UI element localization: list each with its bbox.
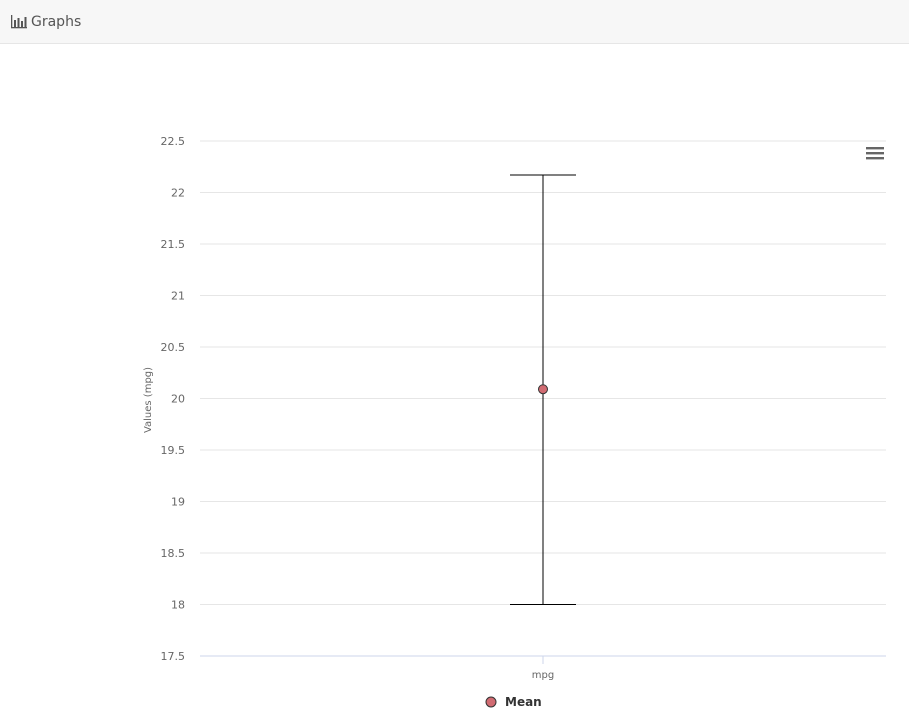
legend[interactable]: Mean <box>485 695 542 709</box>
y-axis-label: Values (mpg) <box>143 367 154 433</box>
y-tick-label: 20 <box>171 393 185 406</box>
y-tick-label: 22.5 <box>161 135 186 148</box>
hamburger-menu-icon[interactable] <box>862 141 888 165</box>
y-axis: 17.5 18 18.5 19 19.5 20 20.5 21 21.5 22 22.5 <box>161 135 186 663</box>
mean-point[interactable] <box>538 384 548 395</box>
panel-header: Graphs <box>0 0 909 44</box>
y-tick-label: 22 <box>171 187 185 200</box>
y-tick-label: 20.5 <box>161 341 186 354</box>
y-tick-label: 18 <box>171 599 185 612</box>
bar-chart-icon <box>11 14 27 28</box>
y-tick-label: 19.5 <box>161 444 186 457</box>
y-tick-label: 19 <box>171 496 185 509</box>
y-tick-label: 17.5 <box>161 650 186 663</box>
y-tick-label: 18.5 <box>161 547 186 560</box>
chart-container: 17.5 18 18.5 19 19.5 20 20.5 21 21.5 22 22.5 Value… <box>0 44 909 720</box>
legend-marker-mean <box>485 696 497 708</box>
x-axis: mpg <box>532 656 554 681</box>
y-tick-label: 21.5 <box>161 238 186 251</box>
series-group <box>510 174 576 605</box>
chart-svg: 17.5 18 18.5 19 19.5 20 20.5 21 21.5 22 22.5 Value… <box>143 135 888 709</box>
x-tick-label: mpg <box>532 670 554 681</box>
legend-label-mean: Mean <box>505 695 542 709</box>
y-tick-label: 21 <box>171 290 185 303</box>
panel-title: Graphs <box>31 13 82 30</box>
